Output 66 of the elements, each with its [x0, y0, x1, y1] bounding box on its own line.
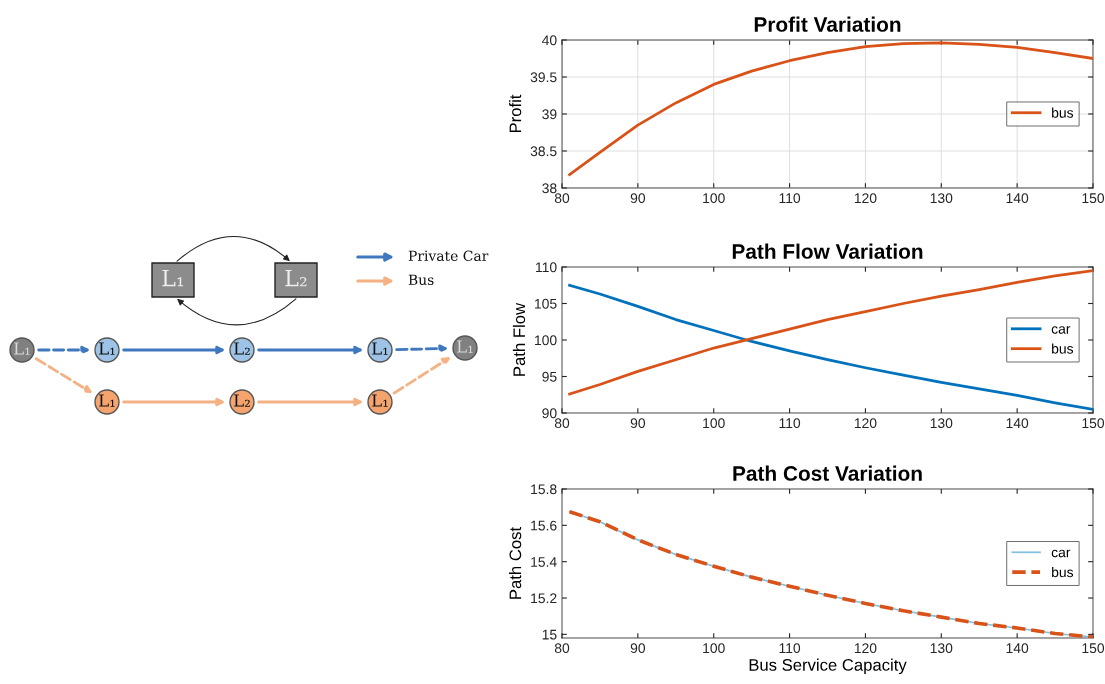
- text: L₂: [234, 342, 250, 355]
- text: L₁: [162, 269, 184, 287]
- x-tick-label: 130: [930, 418, 953, 429]
- y-tick-label: 15.8: [531, 484, 557, 495]
- y-tick-label: 15.4: [531, 557, 557, 567]
- text: L₁: [14, 342, 30, 355]
- x-tick-label: 110: [779, 193, 801, 204]
- y-axis-title: Profit: [509, 94, 522, 133]
- line-series: [568, 41, 1093, 177]
- text: L₁: [457, 340, 473, 353]
- x-tick-label: 100: [703, 418, 725, 429]
- chart-title: Path Flow Variation: [732, 243, 923, 259]
- x-tick-label: 150: [1082, 193, 1105, 204]
- x-tick-label: 100: [703, 643, 725, 654]
- chart-title: Profit Variation: [754, 16, 901, 32]
- y-tick-label: 39.5: [530, 72, 557, 83]
- legend-label: car: [1051, 549, 1071, 558]
- y-tick-label: 15.2: [531, 593, 557, 604]
- y-tick-label: 38: [542, 183, 557, 194]
- y-axis-title: Path Flow: [512, 302, 526, 376]
- line-series: [568, 269, 1093, 396]
- x-tick-label: 130: [930, 193, 953, 204]
- x-tick-label: 140: [1006, 193, 1029, 204]
- y-tick-label: 100: [535, 335, 557, 346]
- y-tick-label: 15: [542, 629, 557, 640]
- y-tick-label: 39: [542, 109, 557, 120]
- y-tick-label: 40: [542, 35, 557, 46]
- text: L₁: [372, 394, 388, 407]
- legend-label: bus: [1052, 566, 1074, 578]
- y-tick-label: 15.6: [531, 520, 557, 531]
- x-tick-label: 90: [630, 418, 646, 429]
- x-tick-label: 140: [1006, 643, 1029, 654]
- x-tick-label: 100: [703, 193, 725, 204]
- text: L₁: [99, 394, 115, 407]
- y-tick-label: 110: [536, 262, 557, 273]
- x-axis-title: Bus Service Capacity: [749, 658, 907, 675]
- y-axis-title: Path Cost: [509, 527, 522, 599]
- text: Bus: [408, 274, 434, 286]
- text: L₂: [285, 269, 307, 287]
- x-tick-label: 130: [930, 643, 953, 654]
- x-tick-label: 110: [779, 643, 801, 654]
- x-tick-label: 120: [854, 418, 877, 429]
- x-tick-label: 150: [1082, 418, 1105, 429]
- x-tick-label: 120: [854, 643, 877, 654]
- text: Private Car: [408, 250, 489, 262]
- legend-label: car: [1051, 326, 1071, 334]
- text: L₂: [234, 394, 250, 407]
- text: L₁: [99, 342, 115, 355]
- legend-label: bus: [1052, 107, 1074, 118]
- y-tick-label: 38.5: [530, 146, 557, 157]
- x-tick-label: 90: [630, 643, 646, 654]
- x-tick-label: 80: [554, 193, 570, 204]
- x-tick-label: 80: [554, 643, 570, 654]
- y-tick-label: 90: [542, 408, 557, 419]
- chart-title: Path Cost Variation: [733, 465, 922, 481]
- y-tick-label: 95: [542, 371, 557, 382]
- y-tick-label: 105: [535, 298, 557, 309]
- text: L₁: [372, 342, 388, 355]
- x-tick-label: 120: [854, 193, 877, 204]
- x-tick-label: 150: [1082, 643, 1105, 654]
- line-series: [568, 283, 1093, 411]
- x-tick-label: 140: [1006, 418, 1029, 429]
- x-tick-label: 80: [554, 418, 570, 429]
- legend-label: bus: [1052, 343, 1074, 354]
- x-tick-label: 110: [779, 418, 801, 429]
- x-tick-label: 90: [630, 193, 646, 204]
